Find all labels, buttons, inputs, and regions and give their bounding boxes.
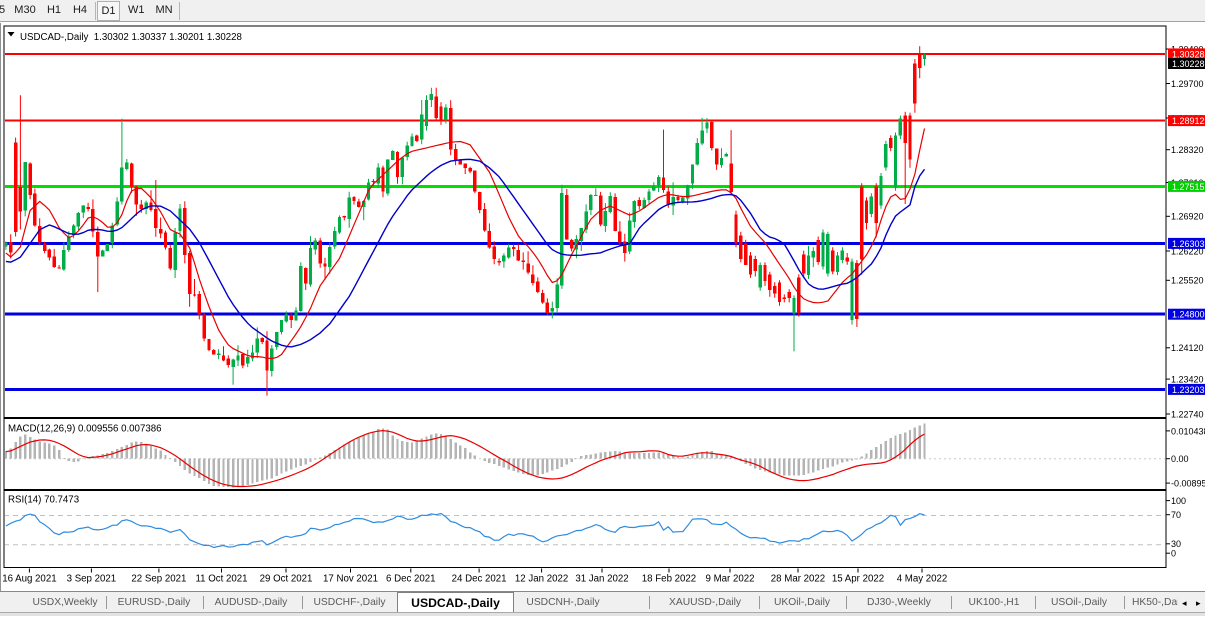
svg-text:6 Dec 2021: 6 Dec 2021 (386, 574, 436, 585)
svg-text:1.29700: 1.29700 (1171, 79, 1204, 89)
svg-text:0.00: 0.00 (1171, 454, 1189, 464)
svg-text:11 Oct 2021: 11 Oct 2021 (195, 574, 247, 585)
svg-text:17 Nov 2021: 17 Nov 2021 (323, 574, 378, 585)
svg-text:1.27515: 1.27515 (1172, 182, 1205, 192)
svg-text:1.26303: 1.26303 (1172, 239, 1205, 249)
svg-text:100: 100 (1171, 496, 1186, 506)
svg-text:30: 30 (1171, 539, 1181, 549)
svg-text:31 Jan 2022: 31 Jan 2022 (575, 574, 628, 585)
svg-text:RSI(14) 70.7473: RSI(14) 70.7473 (8, 495, 79, 506)
svg-text:70: 70 (1171, 510, 1181, 520)
svg-text:1.22740: 1.22740 (1171, 409, 1204, 419)
svg-text:0.010438: 0.010438 (1171, 426, 1205, 436)
svg-text:1.26220: 1.26220 (1171, 246, 1204, 256)
svg-text:1.24800: 1.24800 (1172, 310, 1205, 320)
svg-text:16 Aug 2021: 16 Aug 2021 (2, 574, 56, 585)
svg-text:29 Oct 2021: 29 Oct 2021 (260, 574, 313, 585)
svg-text:28 Mar 2022: 28 Mar 2022 (771, 574, 825, 585)
svg-text:MACD(12,26,9) 0.009556 0.00738: MACD(12,26,9) 0.009556 0.007386 (8, 424, 162, 435)
svg-text:12 Jan 2022: 12 Jan 2022 (515, 574, 568, 585)
svg-text:18 Feb 2022: 18 Feb 2022 (642, 574, 696, 585)
svg-text:USDCAD-,Daily 1.30302 1.30337: USDCAD-,Daily 1.30302 1.30337 1.30201 1.… (20, 32, 242, 43)
svg-text:1.23420: 1.23420 (1171, 375, 1204, 385)
svg-text:22 Sep 2021: 22 Sep 2021 (131, 574, 186, 585)
svg-text:9 Mar 2022: 9 Mar 2022 (705, 574, 754, 585)
svg-text:24 Dec 2021: 24 Dec 2021 (452, 574, 507, 585)
svg-text:-0.00895: -0.00895 (1171, 479, 1205, 489)
svg-text:1.30328: 1.30328 (1172, 49, 1205, 59)
svg-text:1.24120: 1.24120 (1171, 343, 1204, 353)
svg-text:3 Sep 2021: 3 Sep 2021 (67, 574, 117, 585)
svg-text:1.28912: 1.28912 (1172, 116, 1205, 126)
svg-text:1.30228: 1.30228 (1172, 59, 1205, 69)
svg-text:1.23203: 1.23203 (1172, 385, 1205, 395)
svg-text:0: 0 (1171, 549, 1176, 559)
svg-text:1.26920: 1.26920 (1171, 212, 1204, 222)
svg-text:4 May 2022: 4 May 2022 (897, 574, 948, 585)
svg-text:1.28320: 1.28320 (1171, 145, 1204, 155)
svg-text:15 Apr 2022: 15 Apr 2022 (832, 574, 884, 585)
svg-text:1.25520: 1.25520 (1171, 276, 1204, 286)
